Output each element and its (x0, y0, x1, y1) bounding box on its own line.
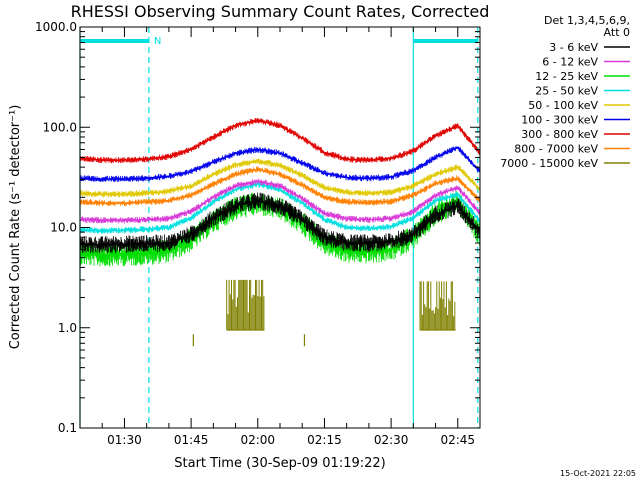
y-tick-label: 10.0 (50, 221, 77, 235)
legend-entry-label: 50 - 100 keV (528, 99, 598, 112)
series-olive-burst (419, 281, 456, 330)
y-tick-label: 100.0 (43, 120, 77, 134)
series-layer (79, 117, 481, 347)
series-line (80, 180, 481, 221)
x-tick-label: 02:00 (240, 433, 275, 447)
legend-header-line: Det 1,3,4,5,6,9, (544, 14, 630, 27)
legend-entry-label: 6 - 12 keV (542, 56, 598, 69)
legend: Det 1,3,4,5,6,9,Att 0 3 - 6 keV 6 - 12 keV… (500, 14, 630, 170)
y-axis-title: Corrected Count Rate (s⁻¹ detector⁻¹) (8, 105, 23, 350)
axis-layer: 0.1 1.0 10.0 100.0 1000.0 01:30 01:45 02:00 02:1… (35, 20, 481, 447)
x-tick-label: 01:30 (107, 433, 142, 447)
x-tick-label: 02:30 (374, 433, 409, 447)
legend-entry-label: 100 - 300 keV (521, 114, 598, 127)
series-line (79, 183, 481, 232)
render-timestamp: 15-Oct-2021 22:05 (560, 469, 636, 478)
series-6-group (79, 117, 481, 164)
x-tick-label: 02:45 (440, 433, 475, 447)
legend-entry-label: 7000 - 15000 keV (500, 157, 598, 170)
legend-entry-label: 12 - 25 keV (535, 70, 598, 83)
legend-entry-label: 800 - 7000 keV (514, 143, 598, 156)
series-line (79, 201, 481, 256)
series-olive-burst (226, 279, 265, 330)
series-8-group (192, 279, 456, 347)
legend-entry-label: 3 - 6 keV (549, 41, 598, 54)
legend-header-line: Att 0 (604, 26, 630, 39)
y-tick-label: 1.0 (58, 321, 77, 335)
legend-entry-label: 300 - 800 keV (521, 128, 598, 141)
series-line (80, 168, 481, 204)
x-tick-label: 01:45 (174, 433, 209, 447)
x-tick-label: 02:15 (307, 433, 342, 447)
legend-entry-label: 25 - 50 keV (535, 85, 598, 98)
flag-label-n: N (154, 36, 161, 47)
x-axis-title: Start Time (30-Sep-09 01:19:22) (174, 456, 385, 471)
y-tick-label: 0.1 (58, 421, 77, 435)
chart-title: RHESSI Observing Summary Count Rates, Co… (71, 2, 490, 21)
series-line (80, 160, 481, 195)
series-line (79, 146, 481, 180)
series-line (80, 200, 481, 246)
y-tick-label: 1000.0 (35, 20, 77, 34)
series-1-group (79, 178, 481, 224)
series-line (80, 119, 481, 161)
